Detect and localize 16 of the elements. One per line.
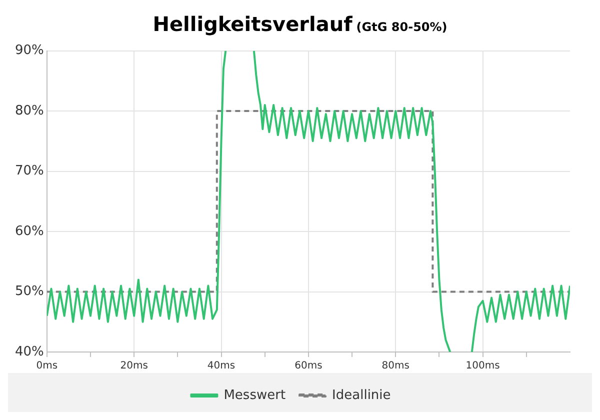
legend-label: Ideallinie [332, 388, 391, 403]
y-tick-label: 70% [14, 164, 44, 179]
x-tick-label: 80ms [382, 360, 410, 372]
y-tick-label: 50% [14, 284, 44, 300]
x-tick-label: 40ms [207, 360, 236, 372]
y-tick-label: 40% [14, 344, 44, 360]
chart-subtitle: (GtG 80-50%) [356, 20, 448, 34]
x-tick-label: 0ms [36, 360, 58, 372]
chart-title: Helligkeitsverlauf [152, 12, 352, 36]
x-tick-label: 100ms [466, 360, 500, 372]
x-tick-label: 20ms [120, 360, 148, 372]
y-tick-label: 60% [14, 224, 44, 239]
y-tick-label: 80% [14, 103, 44, 118]
x-tick-label: 60ms [294, 360, 322, 372]
y-tick-label: 90% [14, 43, 44, 58]
legend-label: Messwert [224, 388, 286, 403]
